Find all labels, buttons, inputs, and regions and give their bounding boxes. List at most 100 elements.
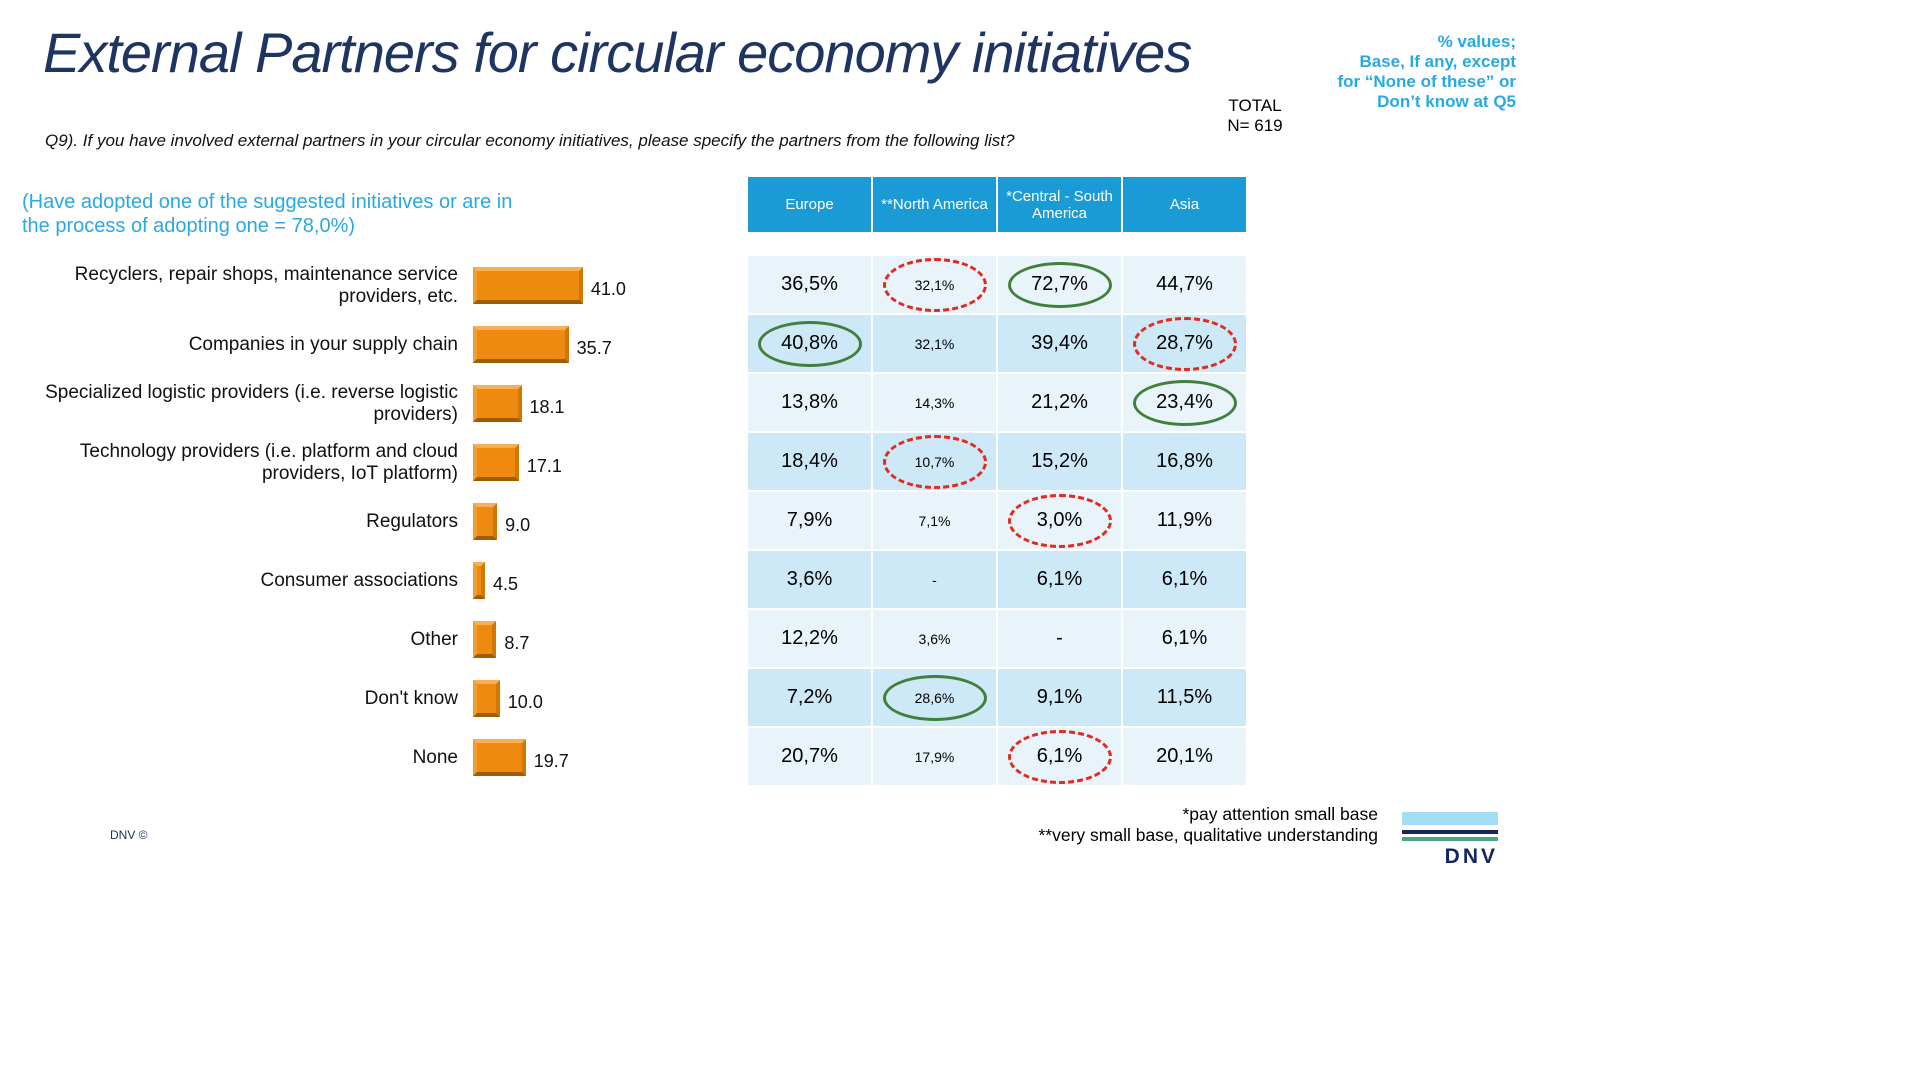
bar-value: 35.7 xyxy=(576,338,612,358)
region-table-header: Europe **North America *Central - South … xyxy=(748,177,1246,232)
chart-row: Recyclers, repair shops, maintenance ser… xyxy=(0,256,748,315)
table-cell: 23,4% xyxy=(1123,374,1246,431)
bar-value: 18.1 xyxy=(529,397,565,417)
dnv-logo-sky-band xyxy=(1402,812,1498,825)
table-cell: 3,6% xyxy=(873,610,996,667)
table-cell: 72,7% xyxy=(998,256,1121,313)
values-base-note-line2: Base, If any, except xyxy=(1359,52,1516,71)
values-base-note-line1: % values; xyxy=(1437,32,1516,51)
table-cell: 11,9% xyxy=(1123,492,1246,549)
chart-row: Companies in your supply chain 35.7 xyxy=(0,315,748,374)
table-cell: 40,8% xyxy=(748,315,871,372)
category-label: Recyclers, repair shops, maintenance ser… xyxy=(74,263,458,307)
bar xyxy=(473,503,498,540)
total-base: TOTAL N= 619 xyxy=(1210,96,1300,136)
table-cell: 28,7% xyxy=(1123,315,1246,372)
highlight-ellipse-green xyxy=(1132,379,1237,426)
dnv-logo-green-band xyxy=(1402,837,1498,841)
total-label: TOTAL xyxy=(1228,96,1282,115)
bar xyxy=(473,267,583,304)
bar-value: 9.0 xyxy=(505,515,531,535)
bar-value: 19.7 xyxy=(533,751,569,771)
bar xyxy=(473,562,486,599)
category-label: None xyxy=(412,746,458,768)
table-cell: 21,2% xyxy=(998,374,1121,431)
table-cell: 36,5% xyxy=(748,256,871,313)
table-cell: 3,6% xyxy=(748,551,871,608)
bar xyxy=(473,621,497,658)
chart-row: Regulators 9.0 xyxy=(0,492,748,551)
attention-ellipse-red xyxy=(882,434,987,489)
attention-ellipse-red xyxy=(1007,493,1112,548)
table-cell: 20,7% xyxy=(748,728,871,785)
bar-value: 8.7 xyxy=(504,633,530,653)
table-cell: 39,4% xyxy=(998,315,1121,372)
table-cell: 7,1% xyxy=(873,492,996,549)
highlight-ellipse-green xyxy=(882,674,987,721)
table-cell: 28,6% xyxy=(873,669,996,726)
category-label: Regulators xyxy=(366,510,458,532)
bar-chart: Recyclers, repair shops, maintenance ser… xyxy=(0,256,748,787)
category-label: Don't know xyxy=(364,687,458,709)
dnv-copyright: DNV © xyxy=(110,828,148,842)
table-cell: 10,7% xyxy=(873,433,996,490)
table-cell: 32,1% xyxy=(873,315,996,372)
bar xyxy=(473,680,500,717)
bar-value: 41.0 xyxy=(590,279,626,299)
bar xyxy=(473,385,522,422)
table-cell: 6,1% xyxy=(998,728,1121,785)
bar-value: 10.0 xyxy=(507,692,543,712)
chart-row: None 19.7 xyxy=(0,728,748,787)
category-label: Companies in your supply chain xyxy=(188,333,458,355)
table-cell: 12,2% xyxy=(748,610,871,667)
adoption-note-line2: the process of adopting one = 78,0%) xyxy=(22,215,356,237)
highlight-ellipse-green xyxy=(757,320,862,367)
chart-row: Consumer associations 4.5 xyxy=(0,551,748,610)
category-label: Consumer associations xyxy=(260,569,458,591)
bar xyxy=(473,739,526,776)
chart-row: Other 8.7 xyxy=(0,610,748,669)
column-header-europe: Europe xyxy=(748,177,871,232)
dnv-logo-wordmark: DNV xyxy=(1444,845,1498,868)
table-cell: 3,0% xyxy=(998,492,1121,549)
chart-row: Technology providers (i.e. platform and … xyxy=(0,433,748,492)
total-n: N= 619 xyxy=(1227,116,1283,135)
table-cell: 7,9% xyxy=(748,492,871,549)
column-header-north-america: **North America xyxy=(873,177,996,232)
footnote-very-small-base: **very small base, qualitative understan… xyxy=(1038,825,1379,845)
category-label: Technology providers (i.e. platform and … xyxy=(79,440,458,484)
bar xyxy=(473,326,569,363)
table-cell: 44,7% xyxy=(1123,256,1246,313)
table-cell: 11,5% xyxy=(1123,669,1246,726)
table-cell: 16,8% xyxy=(1123,433,1246,490)
attention-ellipse-red xyxy=(882,257,987,312)
column-header-central-south-america: *Central - South America xyxy=(998,177,1121,232)
table-cell: 9,1% xyxy=(998,669,1121,726)
category-label: Other xyxy=(410,628,458,650)
column-header-asia: Asia xyxy=(1123,177,1246,232)
table-cell: 7,2% xyxy=(748,669,871,726)
category-label: Specialized logistic providers (i.e. rev… xyxy=(45,381,458,425)
footnote-small-base: *pay attention small base xyxy=(1182,804,1378,824)
table-cell: - xyxy=(873,551,996,608)
table-cell: 6,1% xyxy=(1123,551,1246,608)
bar-value: 17.1 xyxy=(526,456,562,476)
region-table-body: 36,5% 32,1% 72,7% 44,7% 40,8% 32,1% 39,4… xyxy=(748,256,1246,785)
chart-row: Specialized logistic providers (i.e. rev… xyxy=(0,374,748,433)
table-cell: 32,1% xyxy=(873,256,996,313)
survey-question: Q9). If you have involved external partn… xyxy=(45,131,1015,150)
bar-value: 4.5 xyxy=(493,574,519,594)
table-cell: 20,1% xyxy=(1123,728,1246,785)
table-cell: 6,1% xyxy=(1123,610,1246,667)
highlight-ellipse-green xyxy=(1007,261,1112,308)
values-base-note: % values; Base, If any, except for “None… xyxy=(1337,32,1516,112)
table-cell: 15,2% xyxy=(998,433,1121,490)
table-cell: - xyxy=(998,610,1121,667)
page-title: External Partners for circular economy i… xyxy=(43,21,1192,84)
adoption-note: (Have adopted one of the suggested initi… xyxy=(22,190,512,238)
values-base-note-line4: Don’t know at Q5 xyxy=(1377,92,1516,111)
adoption-note-line1: (Have adopted one of the suggested initi… xyxy=(22,191,513,213)
table-cell: 14,3% xyxy=(873,374,996,431)
attention-ellipse-red xyxy=(1007,729,1112,784)
